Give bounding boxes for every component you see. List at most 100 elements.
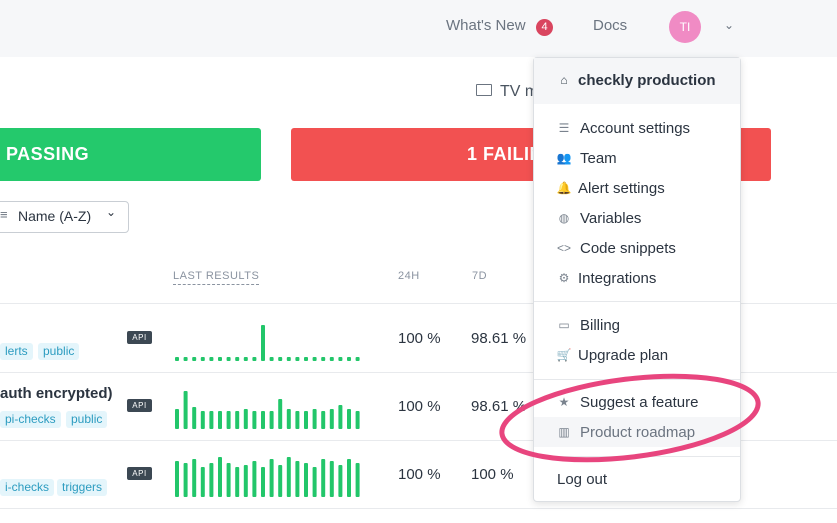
- tag[interactable]: i-checks: [0, 479, 55, 496]
- result-bar: [235, 411, 240, 429]
- tag[interactable]: lerts: [0, 343, 33, 360]
- sort-label: Name (A-Z): [18, 208, 92, 224]
- icon: ☰: [558, 121, 570, 135]
- result-bar: [304, 463, 308, 497]
- result-bar: [175, 461, 179, 497]
- result-bar: [286, 409, 291, 429]
- menu-item[interactable]: Code snippets: [580, 240, 676, 257]
- header-24h: 24H: [398, 270, 420, 282]
- result-bar: [338, 465, 343, 497]
- result-bar: [286, 357, 291, 361]
- whats-new-link[interactable]: What's New: [446, 17, 526, 34]
- icon: 🛒: [556, 348, 572, 362]
- result-bar: [295, 411, 300, 429]
- logout[interactable]: Log out: [557, 471, 608, 488]
- tag[interactable]: public: [66, 411, 108, 428]
- workspace-name[interactable]: checkly production: [578, 72, 716, 89]
- menu-item[interactable]: Alert settings: [578, 180, 665, 197]
- menu-item[interactable]: Billing: [580, 317, 621, 334]
- result-bar: [329, 409, 334, 429]
- result-bar: [347, 409, 351, 429]
- result-bar: [278, 399, 283, 429]
- check-name[interactable]: auth encrypted): [0, 385, 113, 402]
- menu-separator: [534, 301, 740, 302]
- api-badge: API: [127, 399, 152, 412]
- icon: ▭: [558, 318, 570, 332]
- header-7d: 7D: [472, 270, 488, 282]
- tag[interactable]: public: [38, 343, 80, 360]
- result-bar: [175, 409, 179, 429]
- tv-icon: [476, 84, 492, 96]
- avatar[interactable]: TI: [669, 11, 701, 43]
- row-separator: [0, 372, 837, 373]
- result-bar: [347, 459, 351, 497]
- result-bar: [209, 357, 214, 361]
- result-bar: [209, 411, 214, 429]
- passing-box: [0, 128, 261, 181]
- result-bar: [252, 357, 257, 361]
- result-bar: [312, 409, 317, 429]
- icon: ⚙: [558, 271, 570, 285]
- result-bar: [304, 357, 308, 361]
- result-bar: [235, 357, 240, 361]
- sort-chevron: ⌄: [106, 205, 117, 219]
- menu-item[interactable]: Account settings: [580, 120, 691, 137]
- account-menu: ⌂ checkly production ☰ Account settings …: [533, 57, 741, 502]
- result-bar: [312, 467, 317, 497]
- result-bar: [286, 457, 291, 497]
- result-bar: [321, 357, 326, 361]
- result-bar: [192, 407, 197, 429]
- docs-link[interactable]: Docs: [593, 17, 628, 34]
- result-bar: [338, 405, 343, 429]
- result-bar: [321, 459, 326, 497]
- result-bar: [278, 465, 283, 497]
- chevron[interactable]: ⌄: [724, 18, 735, 32]
- header-last-results[interactable]: LAST RESULTS: [173, 270, 260, 285]
- result-bar: [355, 411, 360, 429]
- result-bar: [175, 357, 179, 361]
- result-bar: [304, 411, 308, 429]
- sort-button[interactable]: [0, 201, 129, 233]
- menu-item[interactable]: Variables: [580, 210, 642, 227]
- row-separator: [0, 440, 837, 441]
- icon: ◍: [558, 211, 570, 225]
- icon: ▥: [558, 425, 570, 439]
- result-bar: [226, 463, 231, 497]
- menu-item[interactable]: Product roadmap: [580, 424, 696, 441]
- sparkline: [175, 391, 360, 429]
- top-bar: [0, 0, 837, 57]
- result-bar: [235, 467, 240, 497]
- filter-icon: ≡: [0, 207, 8, 222]
- result-bar: [261, 467, 265, 497]
- menu-item[interactable]: Team: [580, 150, 617, 167]
- result-bar: [252, 411, 257, 429]
- result-bar: [347, 357, 351, 361]
- menu-item[interactable]: Suggest a feature: [580, 394, 699, 411]
- result-bar: [192, 459, 197, 497]
- uptime-24h: 100 %: [398, 398, 441, 415]
- uptime-24h: 100 %: [398, 330, 441, 347]
- menu-separator: [534, 456, 740, 457]
- sparkline: [175, 457, 360, 497]
- uptime-7d: 98.61 %: [471, 330, 527, 347]
- uptime-7d: 98.61 %: [471, 398, 527, 415]
- result-bar: [261, 325, 265, 361]
- result-bar: [329, 357, 334, 361]
- result-bar: [243, 409, 248, 429]
- row-separator: [0, 508, 837, 509]
- house-icon: ⌂: [560, 73, 568, 87]
- icon: ★: [558, 395, 570, 409]
- tag[interactable]: pi-checks: [0, 411, 61, 428]
- result-bar: [243, 465, 248, 497]
- result-bar: [269, 357, 274, 361]
- tag[interactable]: triggers: [57, 479, 108, 496]
- menu-item[interactable]: Integrations: [578, 270, 657, 287]
- sparkline: [175, 325, 360, 361]
- result-bar: [329, 461, 334, 497]
- menu-item[interactable]: Upgrade plan: [578, 347, 669, 364]
- result-bar: [183, 391, 188, 429]
- result-bar: [200, 411, 205, 429]
- result-bar: [183, 463, 188, 497]
- result-bar: [312, 357, 317, 361]
- result-bar: [192, 357, 197, 361]
